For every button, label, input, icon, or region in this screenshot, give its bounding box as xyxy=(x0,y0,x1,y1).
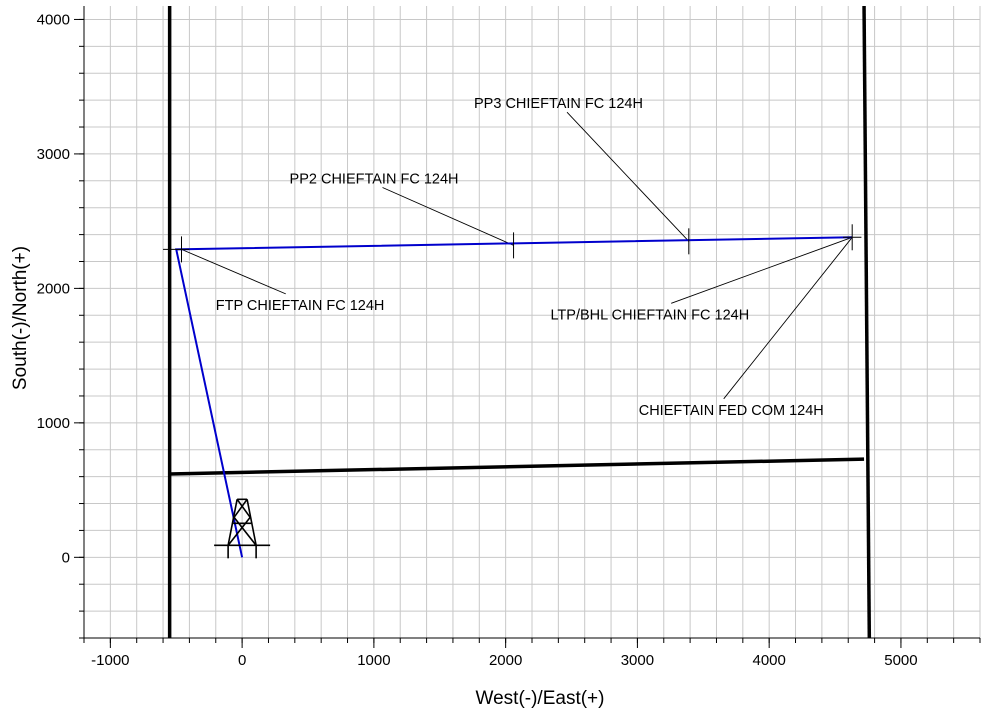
wellpath-line xyxy=(175,236,853,558)
rig-strut xyxy=(246,499,257,546)
y-tick-label: 1000 xyxy=(37,415,70,432)
y-axis-title: South(-)/North(+) xyxy=(10,246,31,390)
leader-line xyxy=(723,237,853,400)
x-tick-label: 3000 xyxy=(621,652,654,669)
boundary-lines xyxy=(167,5,872,639)
x-tick-label: 1000 xyxy=(357,652,390,669)
rig-strut xyxy=(227,516,251,546)
annotation-label: PP3 CHIEFTAIN FC 124H xyxy=(474,96,643,112)
drilling-rig-icon xyxy=(214,498,271,559)
rig-strut xyxy=(227,499,238,546)
y-tick-label: 4000 xyxy=(37,11,70,28)
grid xyxy=(83,6,981,639)
lease-boundary-line xyxy=(169,457,865,476)
x-tick-label: 5000 xyxy=(884,652,917,669)
y-tick-label: 3000 xyxy=(37,146,70,163)
leader-line xyxy=(671,236,853,304)
annotations: PP3 CHIEFTAIN FC 124H PP2 CHIEFTAIN FC 12… xyxy=(216,96,824,419)
x-tick-label: 2000 xyxy=(489,652,522,669)
x-tick-label: 0 xyxy=(238,652,246,669)
x-axis-title: West(-)/East(+) xyxy=(476,688,605,709)
x-tick-label: 4000 xyxy=(752,652,785,669)
axes: -1000 0 1000 2000 3000 4000 5000 0 1000 2000 3000 4… xyxy=(37,6,981,669)
annotation-label: FTP CHIEFTAIN FC 124H xyxy=(216,298,385,314)
x-tick-label: -1000 xyxy=(91,652,129,669)
rig-strut xyxy=(233,516,257,546)
leader-line xyxy=(181,248,286,295)
annotation-label: LTP/BHL CHIEFTAIN FC 124H xyxy=(550,307,749,323)
annotation-label: CHIEFTAIN FED COM 124H xyxy=(639,403,824,419)
survey-markers xyxy=(181,224,853,263)
leader-lines xyxy=(181,111,853,400)
wellpath-series xyxy=(163,236,862,558)
annotation-label: PP2 CHIEFTAIN FC 124H xyxy=(290,171,459,187)
lease-boundary-line xyxy=(862,5,872,639)
leader-line xyxy=(382,187,514,246)
y-tick-label: 0 xyxy=(62,549,70,566)
rig-strut xyxy=(236,498,251,518)
y-tick-label: 2000 xyxy=(37,280,70,297)
rig-strut xyxy=(233,498,248,518)
leader-line xyxy=(566,111,690,242)
